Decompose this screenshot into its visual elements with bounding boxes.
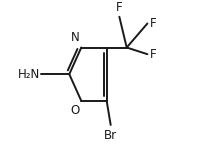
Text: Br: Br [104, 129, 117, 142]
Text: F: F [150, 48, 157, 61]
Text: F: F [150, 17, 157, 30]
Text: F: F [116, 1, 123, 14]
Text: N: N [71, 31, 80, 44]
Text: H₂N: H₂N [18, 68, 40, 81]
Text: O: O [71, 104, 80, 117]
